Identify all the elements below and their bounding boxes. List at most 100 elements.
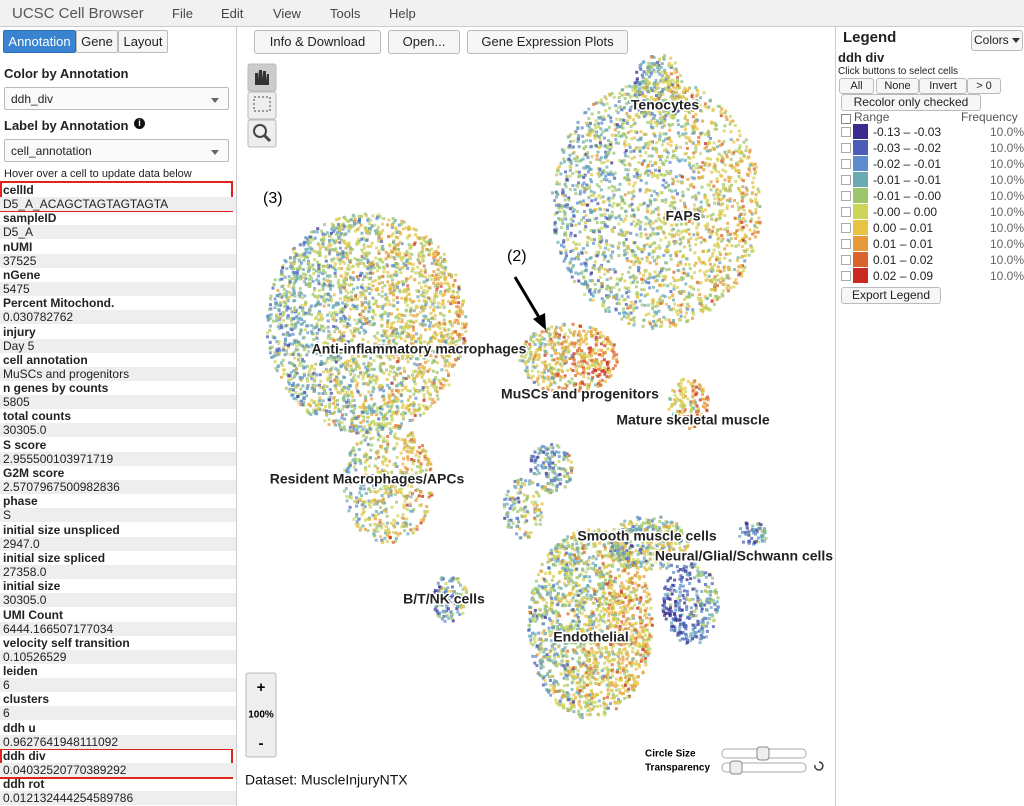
cell — [617, 241, 621, 245]
cell — [309, 412, 313, 416]
tab[interactable]: Gene — [76, 30, 118, 53]
cell — [299, 276, 303, 280]
cell — [380, 468, 384, 472]
cell — [403, 314, 407, 318]
cell — [655, 289, 659, 293]
cell — [369, 499, 373, 503]
cell — [381, 281, 384, 284]
cell — [324, 259, 328, 263]
cell — [434, 376, 438, 379]
cell — [420, 304, 424, 308]
cell — [419, 518, 423, 522]
cell — [427, 495, 431, 499]
cell — [358, 528, 362, 532]
cell — [431, 324, 435, 328]
cell — [366, 245, 370, 248]
cell — [349, 307, 353, 311]
cell — [599, 179, 603, 183]
cell — [703, 102, 707, 106]
cell — [676, 180, 680, 183]
cell — [699, 200, 703, 204]
cell — [663, 218, 667, 222]
cell — [404, 226, 408, 230]
cell — [298, 392, 302, 396]
cell — [400, 296, 404, 300]
color-by-select[interactable]: ddh_div — [4, 87, 229, 110]
cell — [351, 276, 355, 280]
cell — [414, 453, 418, 457]
tab[interactable]: Annotation — [3, 30, 76, 53]
cell — [359, 312, 363, 315]
cell — [598, 158, 602, 162]
cell — [415, 496, 419, 500]
cell — [703, 163, 707, 167]
cell — [436, 286, 439, 290]
cell — [671, 123, 675, 126]
cell — [317, 392, 321, 395]
cell — [349, 277, 353, 281]
cell — [364, 410, 368, 413]
cell — [566, 266, 570, 270]
cell — [385, 368, 388, 372]
cell — [450, 324, 454, 328]
cell — [345, 256, 349, 260]
cell — [723, 111, 727, 115]
cell — [685, 102, 689, 106]
cell — [333, 226, 337, 230]
cell — [338, 262, 342, 266]
cell — [416, 357, 420, 361]
cell — [382, 329, 386, 333]
cell — [289, 353, 293, 357]
cell — [639, 154, 643, 158]
cell — [693, 194, 697, 198]
cell — [714, 231, 718, 235]
cell — [603, 95, 607, 99]
cell — [736, 138, 740, 142]
cell — [625, 102, 628, 106]
cell — [399, 412, 403, 416]
cell — [348, 505, 352, 509]
cell — [398, 288, 402, 292]
cell — [338, 424, 342, 428]
cell — [422, 393, 426, 397]
cell — [720, 292, 724, 296]
cell — [326, 356, 330, 360]
cell — [727, 276, 731, 280]
cell — [743, 219, 747, 223]
cell — [375, 336, 379, 340]
cell — [417, 281, 421, 285]
cell — [343, 468, 347, 472]
cell — [368, 523, 372, 527]
cell — [313, 287, 317, 291]
cell — [372, 322, 376, 326]
cell — [426, 407, 430, 411]
cell — [422, 398, 426, 402]
cell — [418, 413, 422, 417]
cell — [404, 288, 408, 292]
cell — [376, 489, 380, 493]
cell — [624, 237, 628, 241]
tab[interactable]: Layout — [118, 30, 168, 53]
cell — [360, 410, 364, 414]
info-icon[interactable]: i — [134, 118, 145, 129]
cell — [341, 222, 345, 226]
cell — [631, 280, 635, 284]
cell — [379, 355, 383, 359]
cell — [376, 481, 380, 485]
cell — [638, 299, 642, 303]
cell — [708, 279, 712, 283]
cell — [655, 319, 659, 323]
cell — [376, 269, 379, 273]
label-by-select[interactable]: cell_annotation — [4, 139, 229, 162]
cell — [280, 277, 284, 281]
cell — [361, 428, 365, 431]
cell — [655, 192, 659, 195]
cell — [611, 196, 615, 200]
cell — [347, 387, 351, 391]
cell — [369, 437, 373, 441]
cell — [423, 323, 427, 327]
cell — [626, 175, 630, 179]
cell — [587, 186, 591, 190]
cell — [439, 281, 443, 285]
cell — [346, 467, 350, 471]
